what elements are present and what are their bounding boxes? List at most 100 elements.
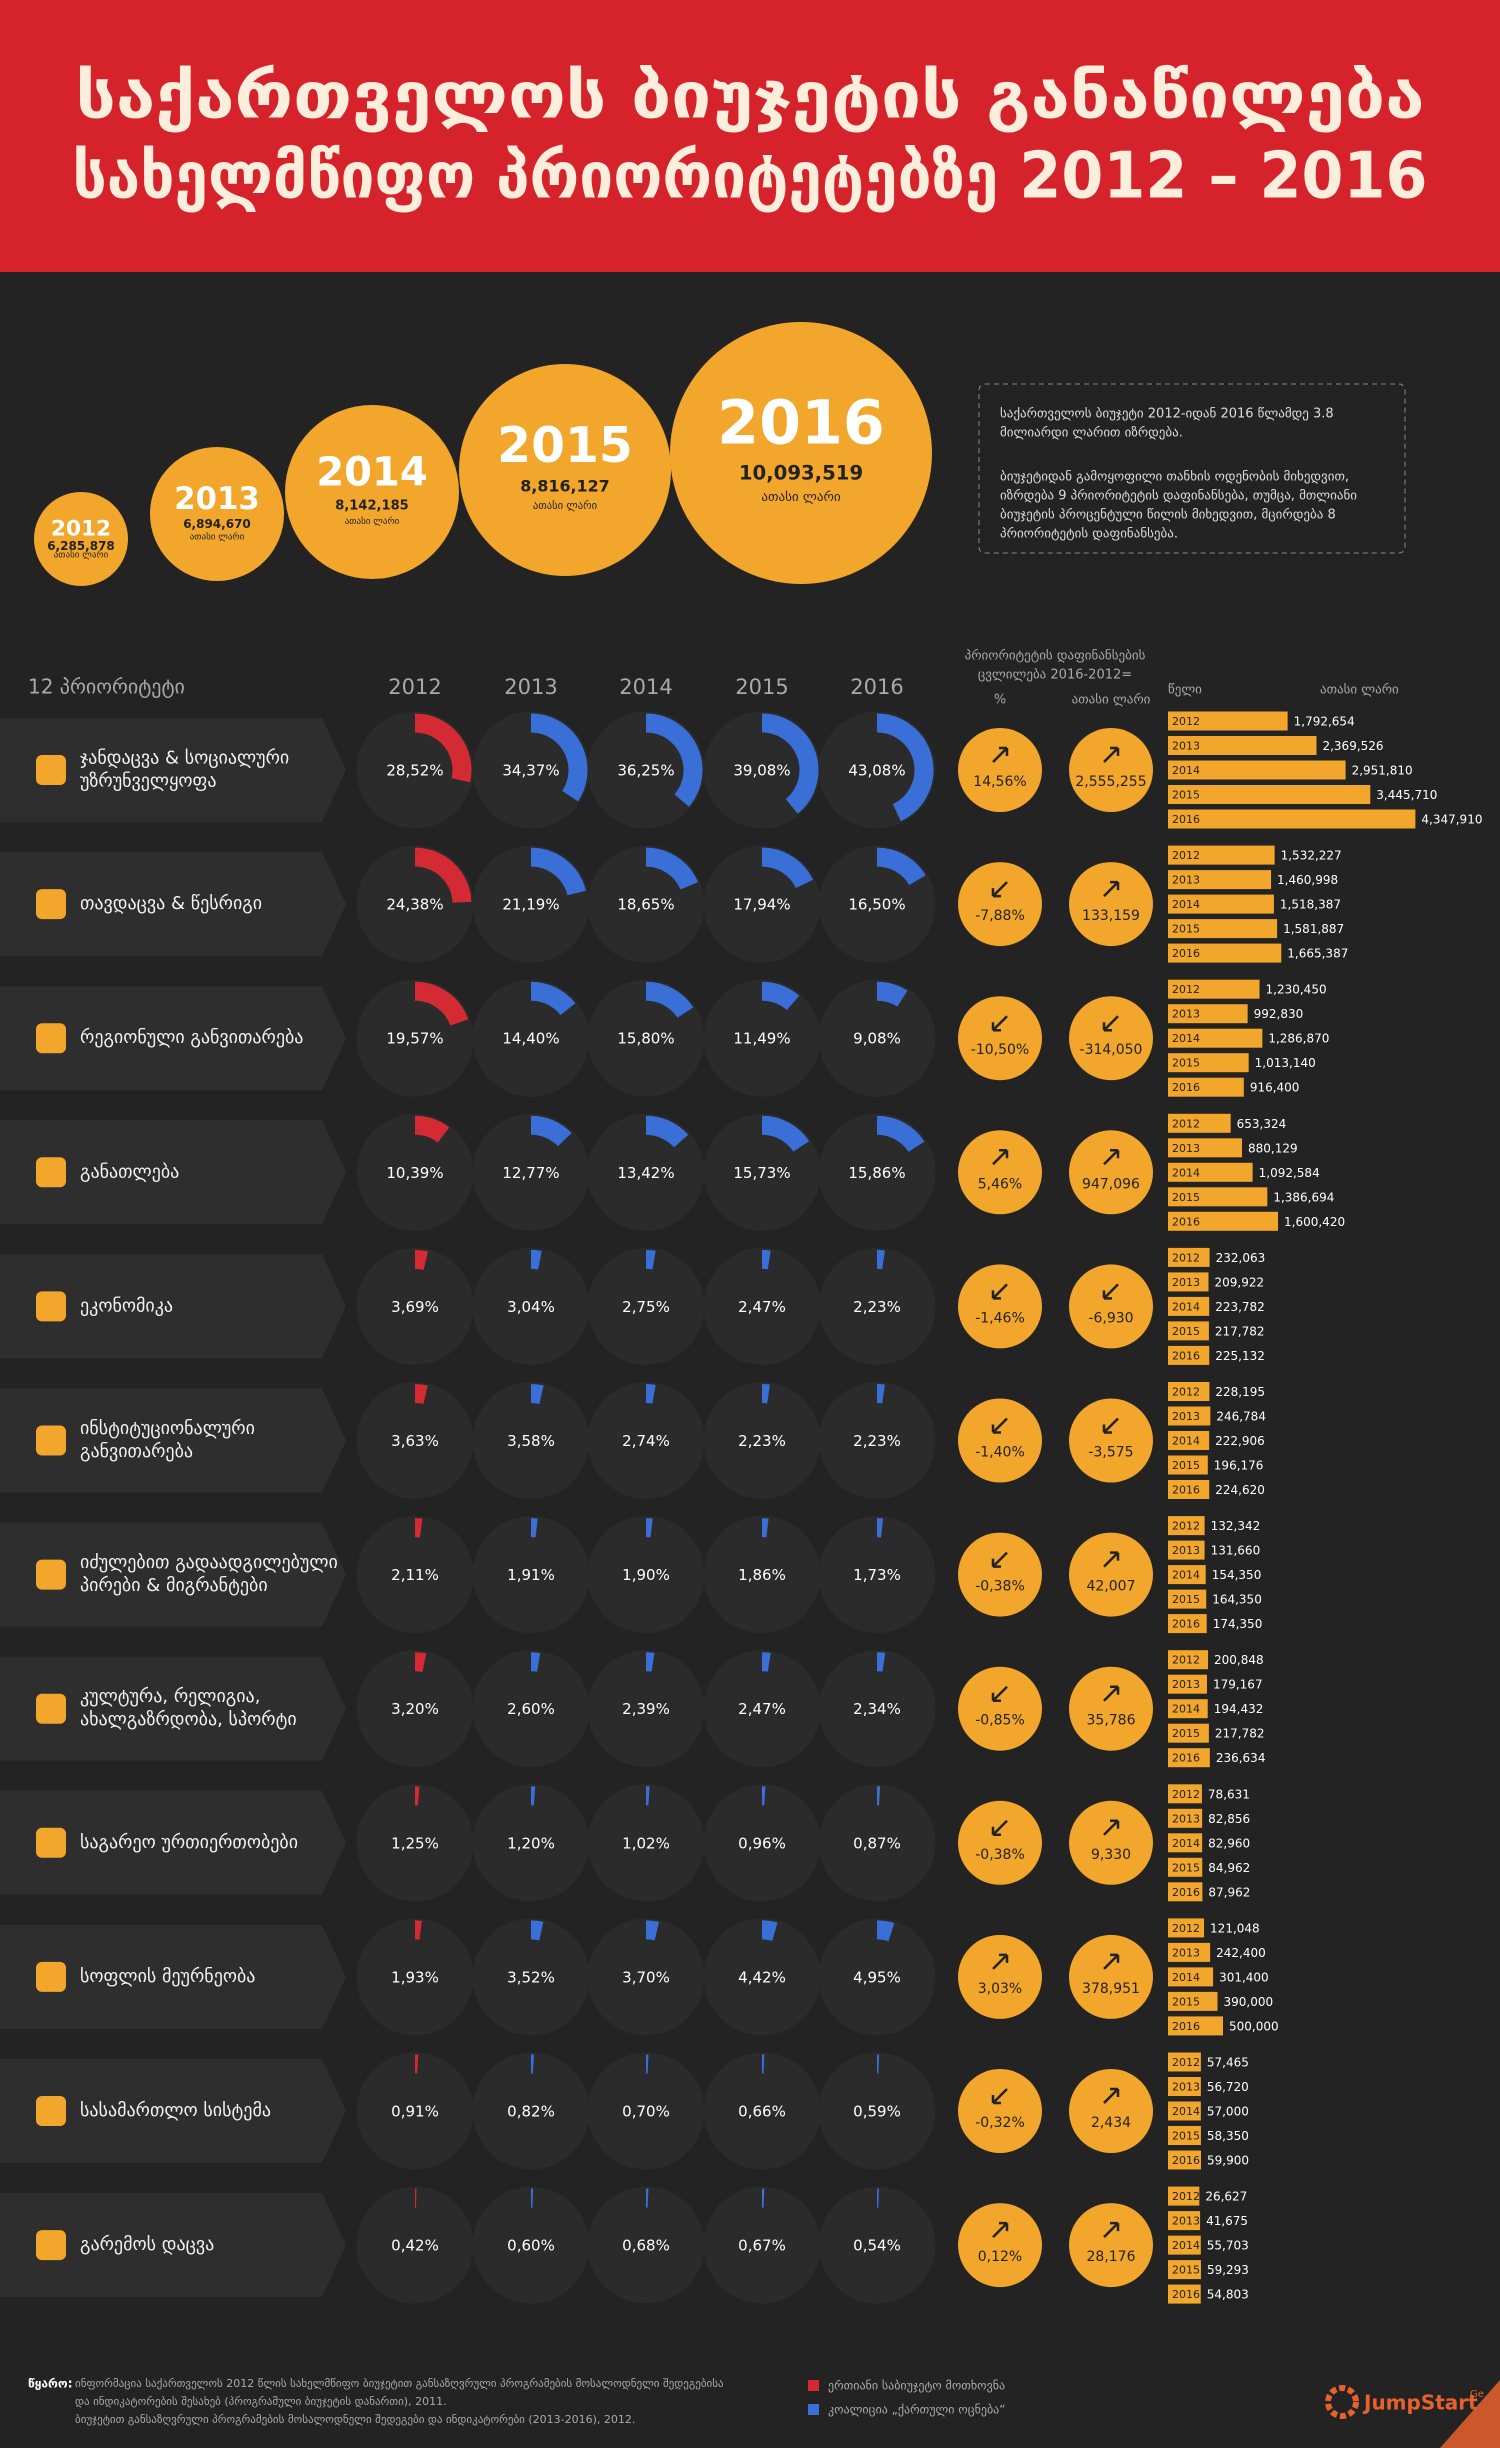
bar-year: 2012 <box>1172 715 1200 728</box>
share-label: 2,34% <box>853 1700 901 1718</box>
amount-label: 228,195 <box>1215 1385 1265 1399</box>
share-label: 2,47% <box>738 1700 786 1718</box>
source-label: წყარო: <box>28 2377 73 2391</box>
change-arrow <box>1102 1015 1119 1032</box>
amount-bar <box>1168 1028 1263 1048</box>
donut-track <box>356 1650 474 1768</box>
share-label: 2,39% <box>622 1700 670 1718</box>
legend-label: კოალიცია „ქართული ოცნება“ <box>828 2403 1005 2417</box>
amount-label: 390,000 <box>1224 1995 1274 2009</box>
change-circle <box>958 1800 1042 1885</box>
bar-year: 2015 <box>1172 923 1200 936</box>
amount-label: 1,532,227 <box>1281 849 1342 863</box>
donut-track <box>587 1784 705 1902</box>
share-arc <box>761 713 819 814</box>
amount-label: 2,369,526 <box>1322 739 1383 753</box>
change-arrow <box>992 746 1009 763</box>
share-label: 15,80% <box>617 1030 674 1048</box>
priority-name: პირები & მიგრანტები <box>80 1575 268 1596</box>
bar-year: 2014 <box>1172 1971 1200 1984</box>
amount-bar <box>1168 1296 1210 1316</box>
row-band <box>0 1522 346 1627</box>
amount-label: 57,465 <box>1207 2056 1249 2070</box>
amount-bar <box>1168 1162 1253 1182</box>
logo-suffix: Ge <box>1470 2389 1484 2400</box>
share-label: 0,87% <box>853 1834 901 1852</box>
amount-label: 1,460,998 <box>1277 873 1338 887</box>
title-band <box>0 0 1500 272</box>
share-label: 11,49% <box>733 1030 790 1048</box>
share-label: 9,08% <box>853 1030 901 1048</box>
bar-year: 2012 <box>1172 1788 1200 1801</box>
change-circle <box>958 2203 1042 2288</box>
bar-header: წელი <box>1168 683 1202 698</box>
bar-year: 2015 <box>1172 1995 1200 2008</box>
bar-year: 2013 <box>1172 2081 1200 2094</box>
change-label: -1,40% <box>975 1445 1025 1461</box>
change-label: 14,56% <box>973 774 1026 790</box>
donut-track <box>472 1382 590 1499</box>
share-arc <box>761 1115 810 1153</box>
share-arc <box>645 1383 656 1404</box>
donut-track <box>472 1784 590 1902</box>
amount-label: 1,581,887 <box>1283 922 1344 936</box>
legend-swatch <box>808 2404 819 2415</box>
share-arc <box>645 847 699 890</box>
priority-name: იძულებით გადაადგილებული <box>80 1552 338 1573</box>
year-header: 2013 <box>504 675 557 699</box>
share-label: 14,40% <box>502 1030 559 1048</box>
amount-bar <box>1168 1211 1279 1231</box>
amount-bar <box>1168 1882 1203 1902</box>
amount-bar <box>1168 894 1274 914</box>
bubble-unit: ათასი ლარი <box>190 531 245 542</box>
donut-track <box>587 1382 705 1499</box>
amount-bar <box>1168 1784 1202 1804</box>
bar-year: 2015 <box>1172 1727 1200 1740</box>
amount-label: 301,400 <box>1219 1970 1269 1984</box>
change-label: -10,50% <box>971 1042 1029 1058</box>
row-icon <box>36 2230 66 2261</box>
change-label: 5,46% <box>978 1176 1022 1192</box>
change-label: -0,38% <box>975 1579 1025 1595</box>
donut-track <box>703 2052 821 2170</box>
share-label: 0,67% <box>738 2237 786 2255</box>
amount-bar <box>1168 1991 1218 2011</box>
amount-bar <box>1168 2016 1223 2036</box>
change-label: 35,786 <box>1087 1713 1136 1729</box>
info-text: ბიუჯეტის პროცენტული წილის მიხედვით, მცირ… <box>1000 508 1336 523</box>
share-arc <box>761 981 800 1011</box>
change-arrow <box>1103 1953 1120 1970</box>
amount-label: 222,906 <box>1215 1434 1265 1448</box>
bar-year: 2012 <box>1172 849 1200 862</box>
amount-label: 41,675 <box>1206 2214 1248 2228</box>
amount-label: 1,792,654 <box>1294 715 1355 729</box>
change-header: პრიორიტეტის დაფინანსების <box>965 649 1146 664</box>
bar-year: 2015 <box>1172 2264 1200 2277</box>
share-label: 3,04% <box>507 1298 555 1316</box>
amount-bar <box>1168 736 1317 755</box>
amount-bar <box>1168 1540 1205 1560</box>
amount-label: 1,518,387 <box>1280 898 1341 912</box>
row-band <box>0 1120 346 1225</box>
share-arc <box>530 1652 541 1672</box>
amount-bar <box>1168 1918 1205 1938</box>
share-label: 2,47% <box>738 1298 786 1316</box>
bar-year: 2013 <box>1172 1410 1200 1423</box>
change-circle <box>958 728 1042 812</box>
priority-name: უზრუნველყოფა <box>80 771 217 792</box>
share-label: 1,25% <box>391 1834 439 1852</box>
amount-label: 78,631 <box>1208 1787 1250 1801</box>
bar-header: ათასი ლარი <box>1320 683 1399 698</box>
donut-track <box>703 1918 821 2036</box>
change-label: 378,951 <box>1082 1981 1140 1997</box>
amount-bar <box>1168 1674 1207 1694</box>
change-circle <box>958 2069 1042 2153</box>
bar-year: 2015 <box>1172 789 1200 802</box>
change-circle <box>958 1130 1042 1215</box>
share-arc <box>530 713 588 802</box>
change-label: 2,555,255 <box>1075 774 1146 790</box>
share-label: 0,68% <box>622 2237 670 2255</box>
share-label: 39,08% <box>733 762 790 780</box>
change-circle <box>958 1264 1042 1349</box>
amount-label: 196,176 <box>1214 1459 1264 1473</box>
